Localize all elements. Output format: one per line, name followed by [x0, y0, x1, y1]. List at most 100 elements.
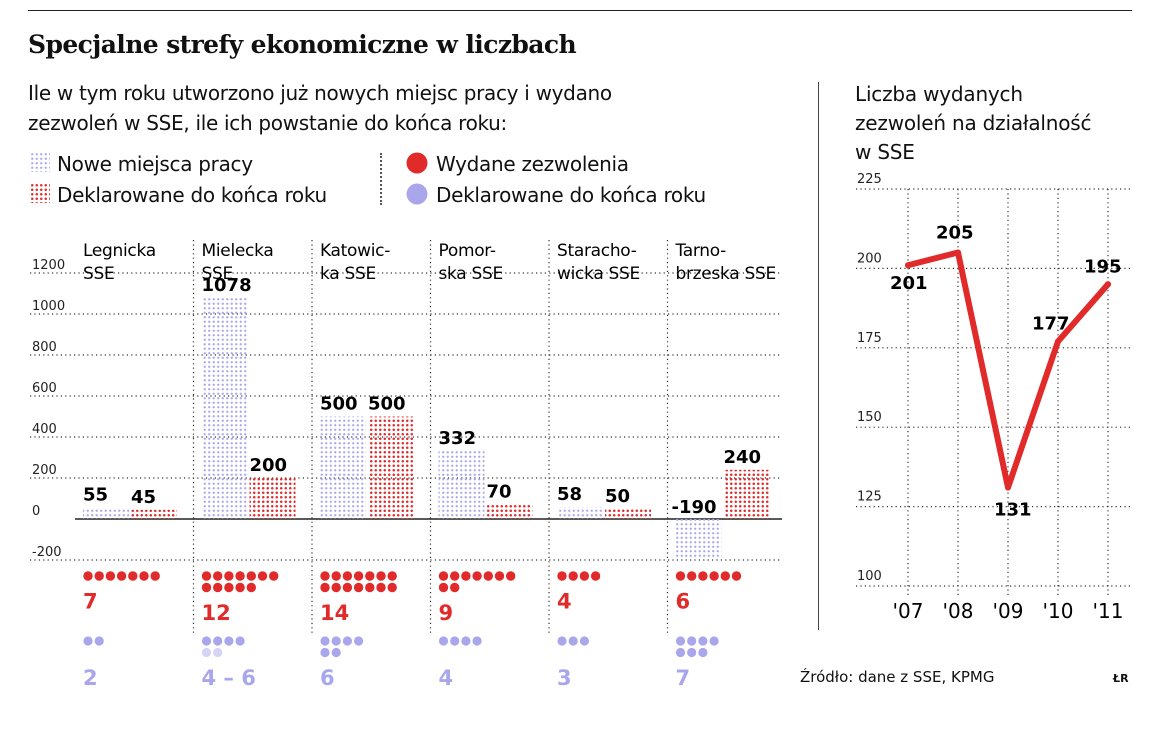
permit-declared-dot [472, 636, 482, 646]
permit-issued-dot [201, 582, 212, 593]
legend-label-permits-declared: Deklarowane do końca roku [436, 183, 706, 207]
permit-declared-dot [83, 636, 93, 646]
permits-value-label: 201 [890, 273, 928, 294]
permits-point [1005, 484, 1011, 491]
permit-issued-dot [365, 582, 375, 593]
permit-declared-dot [94, 636, 104, 646]
permit-issued-dot [246, 571, 256, 581]
y-tick-label: 400 [32, 422, 57, 437]
zone-name: brzeska SSE [676, 264, 776, 284]
permit-declared-dot [224, 636, 234, 646]
permit-issued-dot [461, 571, 471, 581]
permit-declared-dot [213, 647, 223, 658]
bar-jobs-declared [131, 509, 177, 519]
permit-issued-dot [483, 571, 493, 581]
subtitle-line-2: zezwoleń w SSE, ile ich powstanie do koń… [28, 111, 507, 135]
permits-issued-value: 4 [557, 590, 572, 614]
permits-point [905, 262, 911, 269]
line-y-tick-label: 175 [857, 331, 882, 346]
permit-declared-dot [201, 647, 212, 658]
permit-declared-dot [213, 636, 223, 646]
permit-declared-dot [687, 647, 697, 658]
permit-declared-dot [675, 636, 686, 646]
permit-issued-dot [376, 582, 386, 593]
permit-declared-dot [557, 636, 567, 646]
line-chart-title-3: w SSE [855, 140, 915, 164]
y-tick-label: 800 [32, 340, 57, 355]
permit-declared-dot [331, 647, 341, 658]
permit-declared-dot [354, 636, 364, 646]
bar-jobs-new [201, 298, 248, 519]
bar-jobs-declared [486, 504, 533, 519]
permit-issued-dot [342, 571, 353, 581]
bar-jobs-new [675, 519, 722, 558]
permits-value-label: 205 [936, 223, 974, 244]
permit-declared-dot [331, 636, 341, 646]
permit-issued-dot [557, 571, 567, 581]
permit-declared-dot [320, 647, 330, 658]
zone-name: Staracho- [557, 241, 637, 261]
permit-issued-dot [506, 571, 516, 581]
permit-issued-dot [139, 571, 149, 581]
permit-issued-dot [224, 571, 234, 581]
y-tick-label: 1000 [32, 299, 65, 314]
panel-divider [818, 82, 819, 630]
bar-value-label: -190 [672, 497, 717, 518]
permits-point [1055, 338, 1061, 345]
permits-issued-value: 12 [202, 601, 231, 625]
permit-issued-dot [438, 571, 449, 581]
bar-value-label: 55 [83, 485, 108, 506]
line-y-tick-label: 125 [857, 490, 882, 505]
permit-declared-dot [687, 636, 697, 646]
bar-jobs-declared [605, 508, 651, 519]
permit-declared-dot [450, 636, 460, 646]
permit-issued-dot [450, 582, 460, 593]
permits-line-chart: 225 200 175 150 125 100 '07 '08 '09 '10 '11 201 205 1… [856, 172, 1130, 623]
permit-issued-dot [353, 582, 364, 593]
zone-name: Mielecka [202, 241, 274, 261]
bar-jobs-declared [368, 416, 414, 519]
permit-issued-dot [387, 571, 397, 581]
permits-declared-value: 2 [83, 666, 98, 690]
permit-issued-dot [150, 571, 160, 581]
permits-point [1105, 281, 1111, 288]
top-rule [28, 10, 1132, 11]
permits-value-label: 131 [994, 500, 1032, 521]
subtitle-line-1: Ile w tym roku utworzono już nowych miej… [28, 81, 612, 105]
zone-name: Katowic- [320, 241, 390, 261]
permit-issued-dot [201, 571, 212, 581]
line-x-tick-label: '08 [943, 599, 974, 623]
line-x-tick-label: '09 [993, 599, 1024, 623]
zone-name: ka SSE [320, 264, 376, 284]
permit-issued-dot [675, 571, 686, 581]
permit-issued-dot [83, 571, 93, 581]
line-chart-title-2: zezwoleń na działalność [855, 111, 1092, 135]
bar-jobs-new [438, 450, 485, 519]
permit-issued-dot [709, 571, 719, 581]
permit-declared-dot [579, 636, 590, 646]
permit-issued-dot [731, 571, 742, 581]
legend-divider [380, 153, 382, 205]
y-tick-label: 200 [32, 463, 57, 478]
permit-issued-dot [579, 571, 590, 581]
zone-name: Pomor- [439, 241, 496, 261]
line-chart-title-1: Liczba wydanych [855, 82, 1023, 106]
permits-declared-value: 4 – 6 [202, 666, 256, 690]
legend-swatch-permits-issued [406, 152, 428, 174]
permit-issued-dot [472, 571, 482, 581]
legend-swatch-jobs-new [30, 152, 50, 172]
permit-declared-dot [698, 647, 708, 658]
permit-declared-dot [461, 636, 471, 646]
bar-value-label: 500 [320, 394, 358, 415]
permit-issued-dot [320, 571, 330, 581]
permits-value-label: 195 [1084, 256, 1122, 277]
line-y-tick-label: 200 [857, 251, 882, 266]
line-chart-title: Liczba wydanych zezwoleń na działalność … [855, 80, 1092, 167]
y-tick-label: -200 [32, 545, 62, 560]
permit-issued-dot [494, 571, 505, 581]
legend-label-permits-issued: Wydane zezwolenia [436, 152, 629, 176]
bar-jobs-new [320, 416, 366, 519]
y-tick-label: 600 [32, 381, 57, 396]
permit-declared-dot [698, 636, 708, 646]
permits-issued-value: 9 [439, 601, 454, 625]
